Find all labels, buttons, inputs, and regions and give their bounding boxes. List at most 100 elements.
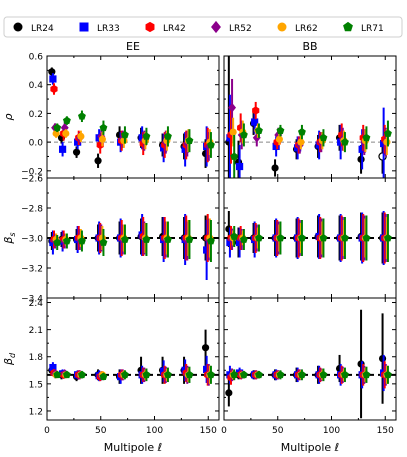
legend-marker-lr52	[211, 20, 221, 34]
legend-marker-lr33	[79, 22, 89, 32]
data-point	[341, 370, 349, 379]
y-tick-label: 0.0	[29, 139, 44, 149]
panel-ee-rho: −0.2 0.0 0.2 0.4 0.6	[21, 53, 220, 179]
legend-label: LR62	[295, 24, 318, 34]
data-point	[239, 130, 248, 139]
y-tick-label: 1.2	[29, 407, 43, 417]
data-point	[362, 233, 371, 242]
data-point	[297, 138, 305, 146]
data-point	[164, 235, 172, 243]
data-point	[384, 233, 392, 242]
data-point	[203, 246, 211, 254]
data-point	[142, 132, 151, 140]
data-point	[181, 145, 189, 153]
y-tick-label: 2.1	[29, 326, 43, 336]
data-point	[274, 130, 283, 140]
data-point	[53, 123, 62, 132]
panel-bb-beta_s	[223, 177, 397, 299]
y-tick-label: −0.2	[21, 167, 43, 177]
legend-label: LR71	[361, 24, 384, 34]
data-point	[276, 233, 285, 242]
data-point	[358, 145, 366, 153]
data-point	[53, 370, 62, 379]
data-point	[77, 132, 85, 140]
data-point	[74, 138, 82, 146]
legend-label: LR24	[31, 24, 54, 34]
legend-label: LR33	[97, 24, 120, 34]
data-point	[72, 148, 81, 156]
data-point	[58, 145, 67, 153]
data-point	[99, 238, 108, 246]
legend-label: LR42	[163, 24, 186, 34]
legend-entry-lr52: LR52	[211, 20, 252, 34]
data-point	[207, 370, 215, 379]
data-point	[252, 106, 260, 115]
data-point	[160, 367, 168, 375]
data-point	[78, 236, 86, 245]
data-point	[319, 370, 328, 379]
panel-ee-beta_d: 1.2 1.5 1.8 2.1 2.4 0 50 100 150	[29, 297, 220, 436]
data-point	[78, 370, 86, 379]
axes-frame	[46, 55, 220, 179]
series-lr71	[53, 365, 215, 384]
data-point	[362, 133, 371, 142]
x-axis-label-bb: Multipole ℓ	[281, 441, 339, 454]
series-lr71	[230, 214, 392, 262]
x-tick-label: 150	[200, 426, 217, 436]
data-point	[225, 389, 233, 397]
y-tick-label: −3.4	[21, 295, 43, 305]
data-point	[298, 370, 306, 379]
data-point	[62, 370, 71, 379]
data-point	[276, 126, 285, 134]
data-point	[276, 370, 285, 379]
y-tick-label: −3.0	[21, 235, 43, 245]
legend-entry-lr71: LR71	[343, 21, 384, 34]
legend-entry-lr42: LR42	[145, 21, 186, 34]
panel-bb-rho	[223, 55, 397, 179]
y-tick-label: −2.8	[21, 205, 43, 215]
panel-bb-beta_d: 0 50 100 150	[221, 297, 397, 436]
series-lr71	[53, 220, 215, 262]
y-tick-label: −2.6	[21, 175, 43, 185]
data-point	[384, 129, 392, 137]
data-point	[53, 238, 62, 246]
legend-entry-lr33: LR33	[79, 22, 120, 34]
x-tick-label: 150	[377, 426, 394, 436]
data-point	[298, 127, 306, 136]
x-tick-label: 0	[44, 426, 50, 436]
data-point	[142, 370, 151, 379]
data-point	[341, 137, 349, 146]
data-point	[62, 236, 71, 245]
series-lr71	[230, 365, 392, 384]
panel-ee-beta_s: −3.4 −3.2 −3.0 −2.8 −2.6	[21, 175, 220, 305]
x-tick-label: 100	[146, 426, 163, 436]
data-point	[164, 370, 172, 379]
data-point	[121, 130, 129, 139]
data-point	[298, 233, 306, 242]
data-point	[255, 370, 263, 379]
data-point	[62, 129, 70, 138]
data-point	[228, 102, 237, 113]
data-point	[230, 232, 239, 240]
data-point	[272, 142, 280, 151]
y-axis-label-2: βd	[2, 352, 17, 366]
data-point	[239, 370, 248, 379]
data-point	[207, 140, 215, 149]
y-tick-label: 0.6	[29, 53, 44, 63]
data-point	[235, 238, 244, 247]
legend-entry-lr24: LR24	[13, 22, 54, 34]
data-point	[49, 363, 57, 372]
legend-entry-lr62: LR62	[277, 22, 318, 34]
y-axis-label-1: βs	[2, 232, 17, 244]
data-point	[207, 236, 215, 245]
data-point	[185, 136, 194, 145]
y-tick-label: −3.2	[21, 265, 43, 275]
data-point	[121, 370, 129, 379]
data-point	[50, 84, 58, 94]
y-tick-label: 1.8	[29, 353, 44, 363]
data-point	[271, 164, 279, 172]
y-tick-label: 0.4	[29, 81, 44, 91]
data-point	[275, 135, 283, 143]
data-point	[203, 365, 211, 373]
